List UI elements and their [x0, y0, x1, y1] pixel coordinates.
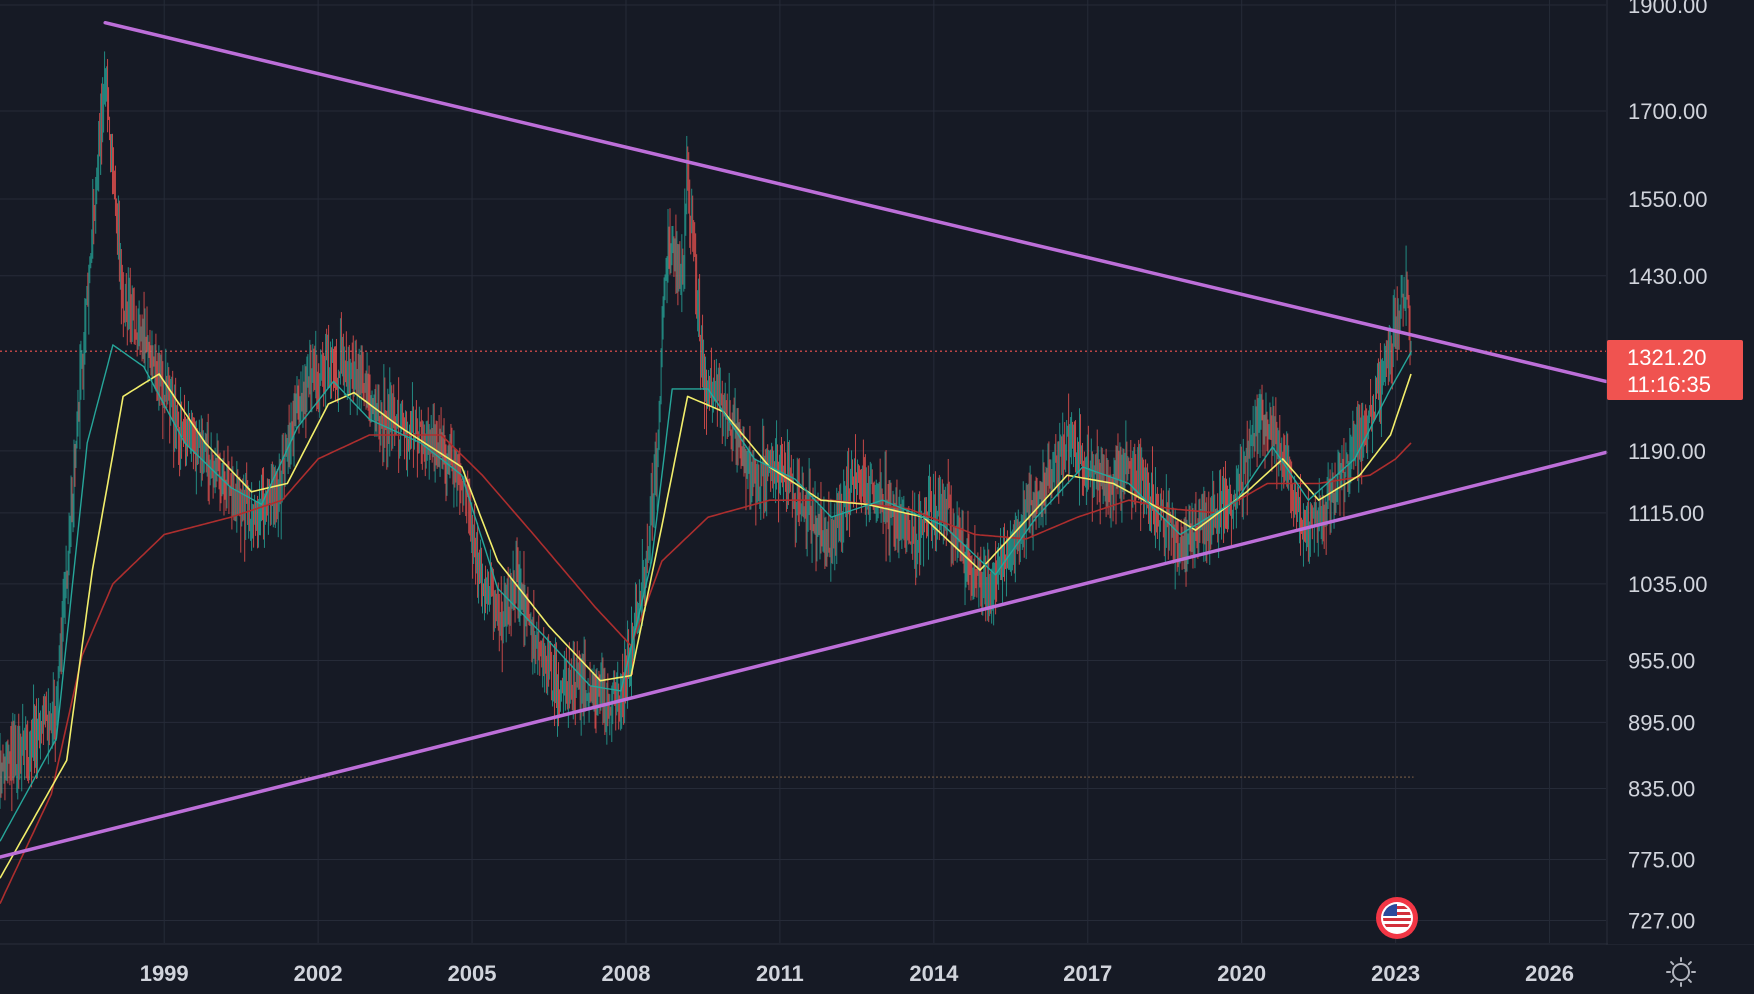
x-tick-label: 2002 — [294, 961, 343, 986]
y-tick-label: 1430.00 — [1628, 264, 1708, 289]
grid — [0, 0, 1606, 943]
us-flag-icon[interactable] — [1376, 897, 1418, 939]
current-price-badge: 1321.20 11:16:35 — [1607, 340, 1743, 400]
trendline-upper[interactable] — [103, 20, 1608, 384]
gear-tooth — [1687, 961, 1692, 966]
x-tick-label: 2017 — [1063, 961, 1112, 986]
current-price-label: 1321.20 — [1627, 345, 1707, 370]
y-tick-label: 1900.00 — [1628, 0, 1708, 18]
x-tick-label: 2014 — [909, 961, 959, 986]
y-tick-label: 895.00 — [1628, 710, 1695, 735]
ema-fast-line — [0, 344, 1412, 842]
x-tick-label: 2026 — [1525, 961, 1574, 986]
y-tick-labels: 1900.00 1700.00 1550.00 1430.00 1190.00 1115.… — [1628, 0, 1708, 933]
x-tick-label: 1999 — [140, 961, 189, 986]
x-tick-label: 2005 — [448, 961, 497, 986]
y-tick-label: 1035.00 — [1628, 572, 1708, 597]
ema-mid-line — [0, 373, 1412, 879]
sma-slow-line — [0, 434, 1412, 904]
y-tick-label: 1550.00 — [1628, 187, 1708, 212]
horizontal-levels — [0, 350, 1606, 778]
trendline-lower[interactable] — [0, 450, 1608, 859]
x-tick-label: 2023 — [1371, 961, 1420, 986]
trendlines[interactable] — [0, 20, 1608, 859]
gear-tooth — [1687, 978, 1692, 983]
price-axis[interactable] — [1608, 0, 1754, 944]
time-axis[interactable] — [0, 945, 1754, 994]
gear-icon[interactable] — [1666, 957, 1696, 987]
y-tick-label: 955.00 — [1628, 649, 1695, 674]
current-price-badge-bg — [1607, 340, 1743, 400]
y-tick-label: 727.00 — [1628, 908, 1695, 933]
x-tick-label: 2011 — [756, 961, 804, 986]
y-tick-label: 775.00 — [1628, 848, 1695, 873]
gear-tooth — [1670, 961, 1675, 966]
y-tick-label: 1700.00 — [1628, 99, 1708, 124]
x-tick-labels: 1999 2002 2005 2008 2011 2014 2017 2020 2023 2026 — [140, 961, 1574, 986]
countdown-label: 11:16:35 — [1627, 372, 1711, 397]
gear-tooth — [1670, 978, 1675, 983]
x-tick-label: 2008 — [602, 961, 651, 986]
x-tick-label: 2020 — [1217, 961, 1266, 986]
y-tick-label: 835.00 — [1628, 776, 1695, 801]
moving-averages — [0, 344, 1412, 904]
y-tick-label: 1190.00 — [1628, 439, 1706, 464]
y-tick-label: 1115.00 — [1628, 501, 1704, 526]
